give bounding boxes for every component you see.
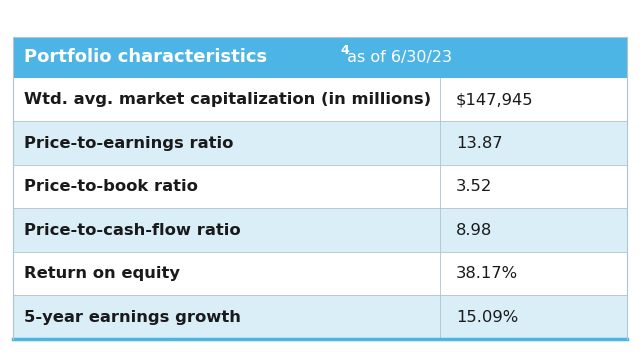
Text: $147,945: $147,945 (456, 92, 533, 107)
Text: 15.09%: 15.09% (456, 310, 518, 325)
Bar (13, 121, 627, 165)
Text: Wtd. avg. market capitalization (in millions): Wtd. avg. market capitalization (in mill… (24, 92, 431, 107)
Text: Return on equity: Return on equity (24, 266, 180, 281)
Bar (13, 252, 627, 295)
Bar (13, 165, 627, 208)
Text: Price-to-book ratio: Price-to-book ratio (24, 179, 198, 194)
Text: 4: 4 (340, 44, 349, 56)
Text: 13.87: 13.87 (456, 136, 502, 151)
Text: Price-to-earnings ratio: Price-to-earnings ratio (24, 136, 234, 151)
Bar (13, 78, 627, 121)
Text: 8.98: 8.98 (456, 223, 492, 238)
Bar (13, 208, 627, 252)
Bar (13, 37, 627, 78)
Text: 5-year earnings growth: 5-year earnings growth (24, 310, 241, 325)
Text: Portfolio characteristics: Portfolio characteristics (24, 48, 268, 66)
Text: 38.17%: 38.17% (456, 266, 518, 281)
Text: 3.52: 3.52 (456, 179, 492, 194)
Bar (13, 295, 627, 339)
Text: as of 6/30/23: as of 6/30/23 (342, 50, 452, 65)
Text: Price-to-cash-flow ratio: Price-to-cash-flow ratio (24, 223, 241, 238)
